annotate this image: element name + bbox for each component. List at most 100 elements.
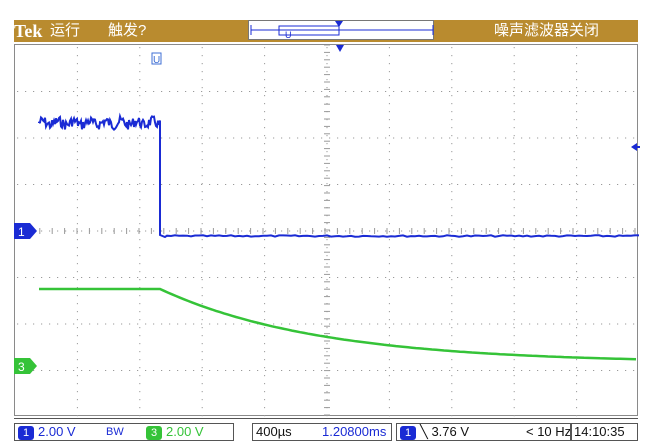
- grid-dot: [57, 370, 59, 371]
- grid-dot: [209, 370, 211, 371]
- grid-dot: [449, 230, 451, 232]
- grid-dot: [201, 295, 203, 297]
- grid-dot: [385, 277, 387, 278]
- grid-dot: [513, 143, 515, 145]
- grid-dot: [264, 223, 266, 225]
- ch1-scale-readout[interactable]: 1 2.00 V: [18, 419, 76, 445]
- grid-dot: [113, 323, 115, 325]
- grid-dot: [345, 137, 347, 139]
- grid-dot: [89, 137, 91, 139]
- grid-dot: [139, 343, 141, 345]
- grid-dot: [576, 383, 578, 385]
- grid-dot: [388, 375, 390, 377]
- grid-dot: [137, 277, 139, 278]
- grid-dot: [617, 184, 619, 185]
- grid-dot: [425, 277, 427, 278]
- ch1-waveform: [38, 112, 639, 239]
- grid-dot: [633, 184, 635, 185]
- grid-dot: [451, 383, 453, 385]
- grid-dot: [17, 184, 19, 185]
- grid-dot: [326, 191, 328, 193]
- grid-dot: [33, 370, 35, 371]
- trigger-readout[interactable]: 1 ╲ 3.76 V: [400, 419, 469, 445]
- grid-dot: [281, 323, 283, 325]
- grid-dot: [465, 230, 467, 232]
- grid-dot: [129, 137, 131, 139]
- grid-dot: [521, 184, 523, 185]
- grid-dot: [388, 335, 390, 337]
- grid-dot: [513, 271, 515, 273]
- grid-dot: [377, 277, 379, 278]
- grid-dot: [326, 295, 328, 297]
- grid-dot: [321, 230, 323, 232]
- grid-dot: [25, 137, 27, 139]
- grid-dot: [633, 323, 635, 325]
- grid-dot: [409, 184, 411, 185]
- grid-dot: [289, 277, 291, 278]
- grid-dot: [177, 184, 179, 185]
- grid-dot: [264, 199, 266, 201]
- grid-dot: [576, 303, 578, 305]
- grid-dot: [393, 91, 395, 92]
- grid-dot: [513, 191, 515, 193]
- grid-dot: [289, 137, 291, 139]
- grid-dot: [326, 415, 328, 417]
- grid-dot: [576, 287, 578, 289]
- grid-dot: [481, 91, 483, 92]
- grid-dot: [513, 127, 515, 129]
- trigger-position-marker: [335, 21, 343, 27]
- grid-dot: [209, 230, 211, 232]
- grid-dot: [457, 277, 459, 278]
- grid-dot: [25, 91, 27, 92]
- grid-dot: [345, 230, 347, 232]
- grid-dot: [353, 230, 355, 232]
- grid-dot: [139, 159, 141, 161]
- grid-dot: [326, 391, 328, 393]
- grid-dot: [529, 277, 531, 278]
- ch3-scale-readout[interactable]: 3 2.00 V: [146, 419, 204, 445]
- grid-dot: [433, 184, 435, 185]
- grid-dot: [451, 359, 453, 361]
- grid-dot: [76, 343, 78, 345]
- grid-dot: [139, 95, 141, 97]
- grid-dot: [377, 91, 379, 92]
- grid-dot: [139, 359, 141, 361]
- grid-dot: [576, 359, 578, 361]
- timebase-readout[interactable]: 400µs: [256, 424, 292, 439]
- grid-dot: [76, 223, 78, 225]
- grid-dot: [369, 370, 371, 371]
- grid-dot: [201, 231, 203, 233]
- grid-dot: [625, 137, 627, 139]
- waveform-display[interactable]: [14, 44, 639, 417]
- grid-dot: [297, 230, 299, 232]
- grid-dot: [139, 319, 141, 321]
- grid-dot: [633, 91, 635, 92]
- grid-dot: [264, 247, 266, 249]
- grid-dot: [388, 415, 390, 417]
- grid-dot: [297, 91, 299, 92]
- grid-dot: [625, 370, 627, 371]
- grid-dot: [326, 151, 328, 153]
- grid-dot: [241, 184, 243, 185]
- grid-dot: [289, 370, 291, 371]
- grid-dot: [201, 79, 203, 81]
- grid-dot: [139, 415, 141, 417]
- grid-dot: [264, 151, 266, 153]
- grid-dot: [273, 230, 275, 232]
- grid-dot: [129, 184, 131, 185]
- grid-dot: [585, 184, 587, 185]
- grid-dot: [451, 335, 453, 337]
- grid-dot: [121, 230, 123, 232]
- delay-readout[interactable]: 1.20800ms: [322, 424, 387, 439]
- grid-dot: [441, 277, 443, 278]
- grid-dot: [609, 323, 611, 325]
- grid-dot: [139, 335, 141, 337]
- grid-dot: [326, 71, 328, 73]
- grid-dot: [529, 184, 531, 185]
- grid-dot: [481, 370, 483, 371]
- grid-dot: [57, 323, 59, 325]
- grid-dot: [326, 143, 328, 145]
- grid-dot: [497, 91, 499, 92]
- grid-dot: [545, 370, 547, 371]
- grid-dot: [451, 111, 453, 113]
